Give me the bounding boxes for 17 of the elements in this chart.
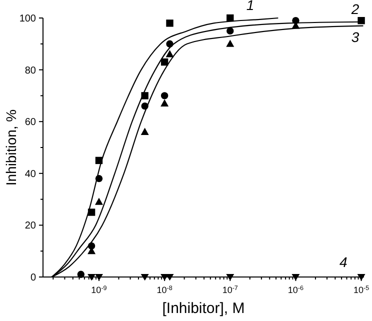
y-tick-label: 20 <box>24 220 36 232</box>
series-label: 3 <box>351 28 360 45</box>
y-axis-title: Inhibition, % <box>3 109 19 186</box>
y-tick-label: 80 <box>24 65 36 76</box>
y-tick-label: 0 <box>30 272 36 284</box>
x-axis-title: [Inhibitor], M <box>162 300 245 317</box>
x-tick-label: 10$^{-9}$ <box>91 284 108 295</box>
x-tick-label: 10$^{-5}$ <box>353 284 370 295</box>
x-tick-label: 10$^{-7}$ <box>222 284 238 295</box>
y-tick-label: 40 <box>24 168 36 180</box>
y-tick-label: 60 <box>24 117 36 128</box>
x-tick-label: 10$^{-8}$ <box>156 284 173 295</box>
series-label: 2 <box>350 0 360 17</box>
series-label: 4 <box>339 254 348 270</box>
x-tick-label: 10$^{-6}$ <box>288 284 304 295</box>
y-tick-label: 100 <box>19 14 36 24</box>
series-label: 1 <box>246 0 254 13</box>
